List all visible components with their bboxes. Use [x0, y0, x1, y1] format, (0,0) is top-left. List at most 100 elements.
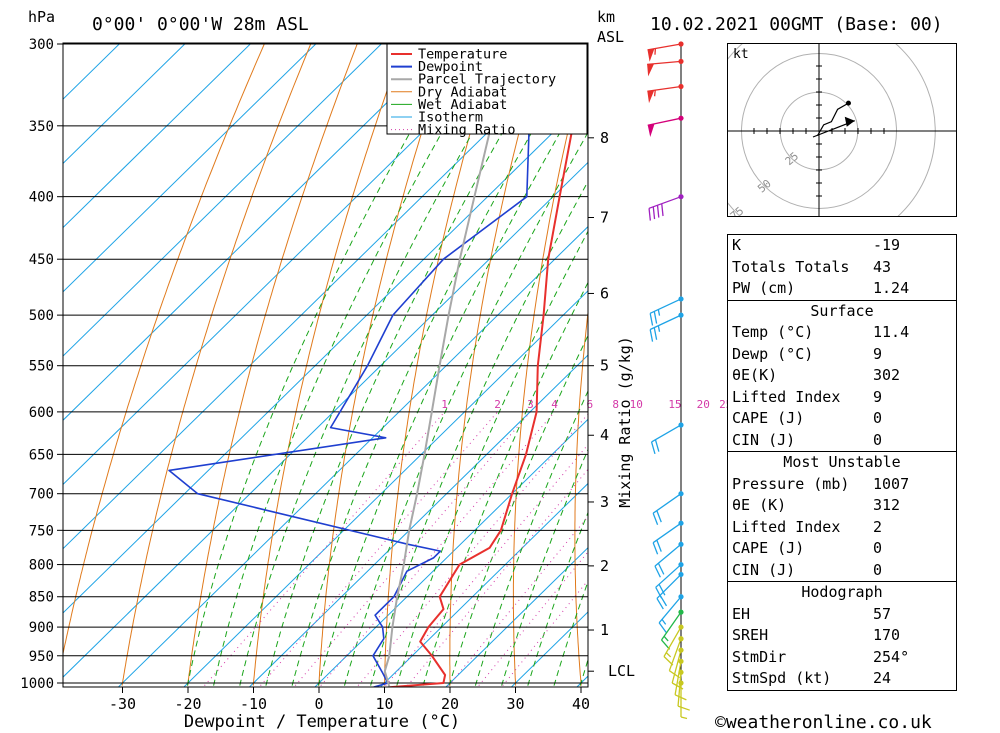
legend-entry: Isotherm [418, 110, 483, 126]
wind-barb-full [652, 542, 659, 555]
pressure-tick-label: 500 [29, 308, 54, 324]
row-eh: EH 57 [728, 604, 956, 626]
wind-barb-full [650, 441, 656, 455]
wind-barb-full [656, 539, 662, 552]
wind-barb-shaft [649, 314, 682, 331]
mixing-ratio-axis-label: Mixing Ratio (g/kg) [616, 336, 634, 508]
legend-entry: Wet Adiabat [418, 97, 507, 113]
surface-thetae-label: θE(K) [732, 366, 778, 384]
row-sreh: SREH 170 [728, 625, 956, 647]
wind-barb-shaft [674, 661, 682, 695]
pw-value: 1.24 [873, 279, 910, 297]
mixing-ratio-line [448, 515, 588, 686]
mixing-ratio-label: 3 [527, 398, 534, 411]
isotherm-line [248, 354, 588, 687]
km-tick-label: 4 [600, 426, 609, 444]
dry-adiabat-line [635, 7, 691, 685]
wind-barbs [647, 41, 690, 720]
mixing-ratio-label: 10 [630, 398, 643, 411]
wind-barb-shaft [656, 573, 682, 599]
x-tick-label: -30 [109, 695, 136, 713]
mixing-ratio-label: 8 [612, 398, 619, 411]
surface-dewp-label: Dewp (°C) [732, 344, 814, 363]
stmdir-value: 254° [873, 647, 910, 666]
mixing-ratio-label: 20 [697, 398, 710, 411]
wet-adiabat-line [317, 83, 588, 686]
wind-barb-full [677, 705, 690, 711]
wind-barb-shaft [655, 564, 682, 588]
stmspd-value: 24 [873, 669, 892, 687]
surface-li-label: Lifted Index [732, 387, 841, 406]
pressure-tick-label: 300 [29, 37, 54, 53]
x-tick-label: -10 [240, 695, 267, 713]
wind-barb-pennant [647, 123, 655, 137]
wind-barb-shaft [647, 85, 682, 92]
wind-barb-half [665, 652, 672, 658]
wind-barb [680, 683, 688, 720]
wind-barb-full [653, 327, 658, 340]
x-axis-label: Dewpoint / Temperature (°C) [184, 712, 460, 732]
isotherm-line [63, 43, 122, 100]
wet-adiabat-line [187, 43, 463, 686]
wind-barb [647, 117, 682, 137]
pressure-tick-label: 800 [29, 558, 54, 574]
wind-barb-shaft [677, 672, 682, 707]
dry-adiabat-line [383, 43, 498, 686]
row-stmspd: StmSpd (kt) 24 [728, 668, 956, 690]
mixing-ratio-label: 6 [586, 398, 593, 411]
row-mu-pressure: Pressure (mb) 1007 [728, 474, 956, 496]
hodograph-storm-arrowhead [844, 116, 855, 127]
hodograph-unit: kt [733, 47, 749, 62]
wet-adiabat-line [501, 448, 588, 686]
wind-barb-shaft [651, 424, 682, 443]
eh-label: EH [732, 604, 751, 623]
axes: 3003504004505005506006507007508008509009… [20, 37, 635, 713]
hodograph-trace [816, 102, 849, 136]
legend-entry: Dewpoint [418, 59, 483, 75]
dewpoint-line [168, 43, 531, 687]
mixing-ratio-label: 1 [441, 398, 448, 411]
pressure-tick-label: 450 [29, 252, 54, 268]
wind-barb [658, 596, 682, 634]
wind-barb-shaft [660, 611, 682, 641]
isotherm-line [63, 43, 318, 293]
asl-unit-label: ASL [597, 28, 624, 46]
wind-barb-full [661, 203, 664, 217]
isotherm-line [63, 43, 253, 229]
km-tick-label: 2 [600, 557, 609, 575]
wind-barb-shaft [647, 43, 682, 51]
row-mu-cape: CAPE (J) 0 [728, 538, 956, 560]
km-unit-label: km [597, 8, 615, 26]
plot-frame [62, 42, 589, 688]
wind-barb-shaft [648, 196, 682, 209]
wind-barb-half [663, 635, 669, 642]
legend-entry: Temperature [418, 47, 507, 63]
wind-barb-shaft [663, 626, 682, 657]
surface-cape-label: CAPE (J) [732, 409, 805, 427]
wet-adiabat-line [370, 180, 588, 686]
wind-barb-full [648, 208, 651, 221]
mixing-ratio-line [320, 411, 555, 686]
wind-barb-half [657, 325, 661, 332]
km-tick-label: 8 [600, 129, 609, 147]
dry-adiabat-line [957, 7, 1000, 685]
wet-adiabat-line [291, 43, 585, 686]
wind-barb-pennant [647, 90, 655, 104]
wind-barb-shaft [652, 522, 682, 544]
wind-barb-full [658, 622, 667, 634]
mu-pressure-value: 1007 [873, 474, 910, 493]
pressure-tick-label: 550 [29, 359, 54, 375]
wind-barb-half [661, 618, 667, 625]
wind-barb-half [680, 716, 688, 720]
surface-li-value: 9 [873, 387, 883, 406]
mixing-ratio-line [385, 443, 588, 686]
wind-barb-full [659, 594, 668, 607]
wind-barb [649, 298, 682, 326]
pressure-tick-label: 350 [29, 119, 54, 135]
row-k: K -19 [728, 235, 956, 257]
dry-adiabat-line [449, 43, 544, 686]
datetime-title: 10.02.2021 00GMT (Base: 00) [650, 14, 943, 35]
km-tick-label: 5 [600, 357, 609, 375]
wet-adiabat-line [265, 43, 556, 686]
